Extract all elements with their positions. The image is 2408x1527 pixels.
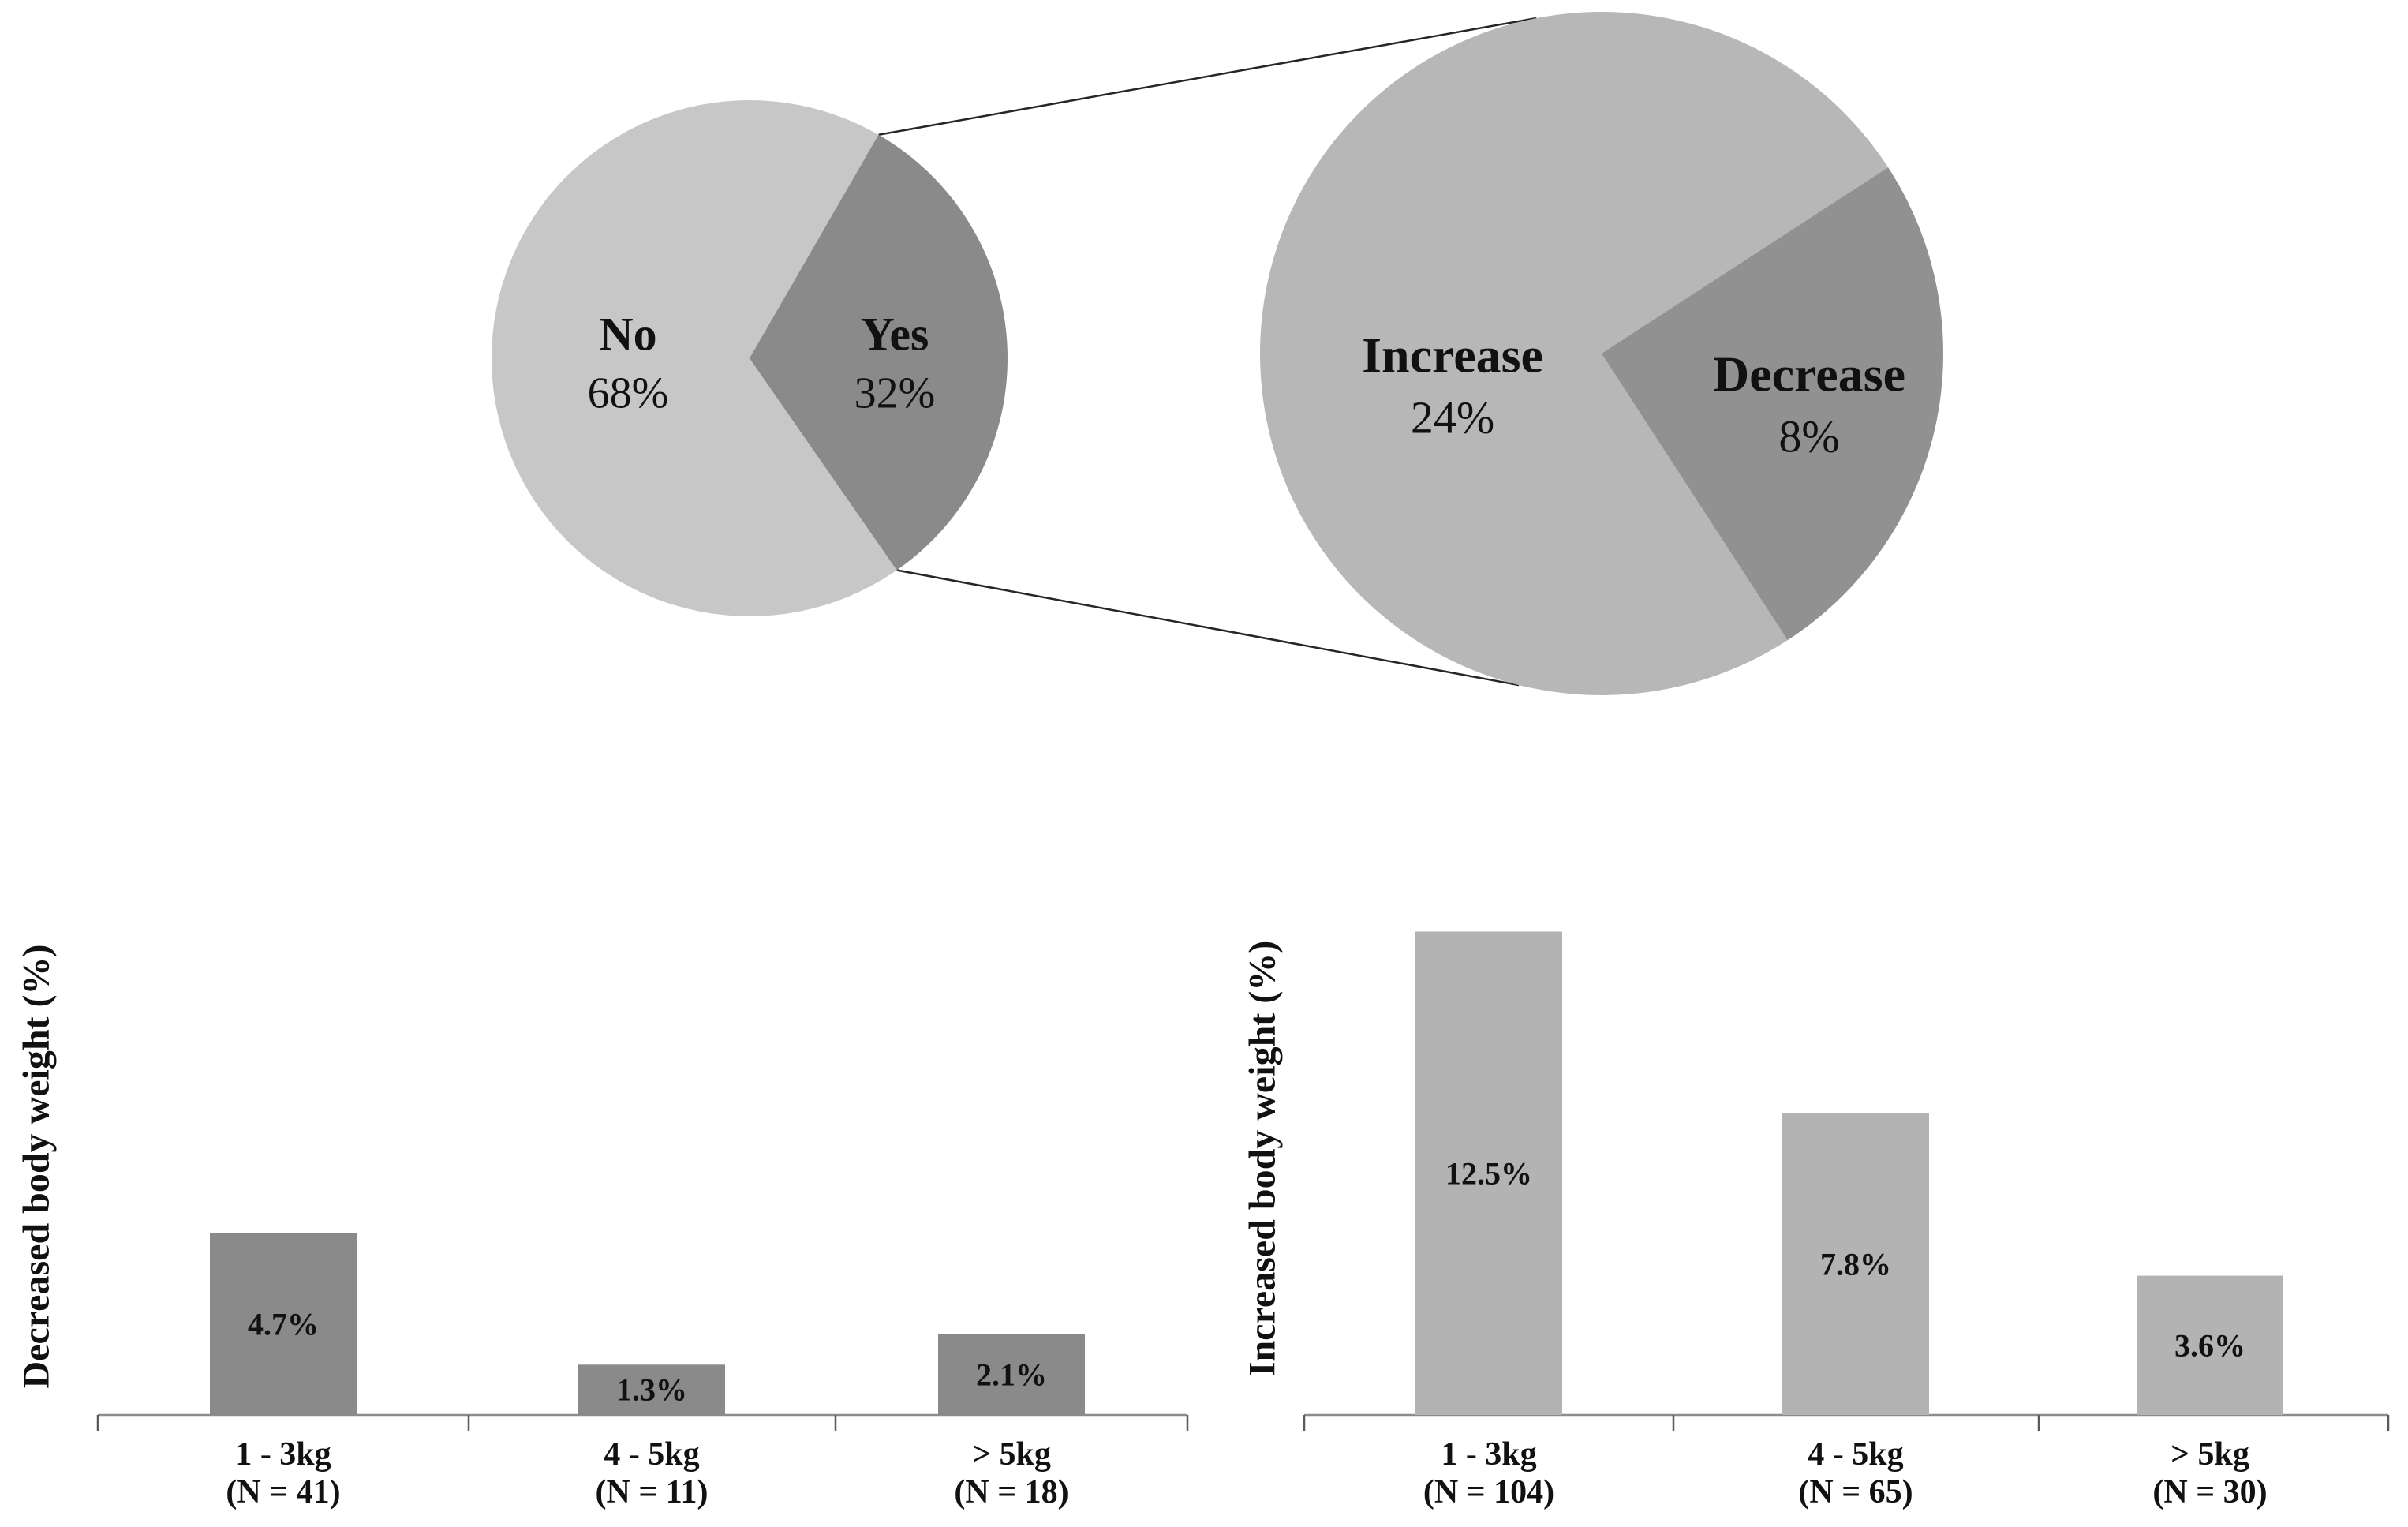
category-range: 1 - 3kg xyxy=(235,1436,331,1473)
bar-value-label: 7.8% xyxy=(1820,1246,1891,1282)
x-category-label: > 5kg (N = 30) xyxy=(2152,1436,2267,1512)
x-category-label: > 5kg (N = 18) xyxy=(954,1436,1068,1512)
x-category-label: 4 - 5kg (N = 11) xyxy=(596,1436,709,1512)
primary-pie-yes-slice-label: Yes 32% xyxy=(854,304,936,423)
bar-value-label: 3.6% xyxy=(2174,1327,2245,1364)
slice-pct-no: 68% xyxy=(587,369,669,418)
increased-chart-y-axis-title: Increased body weight (%) xyxy=(1241,940,1284,1377)
category-range: 4 - 5kg xyxy=(604,1436,700,1473)
bar-value-label: 2.1% xyxy=(976,1357,1047,1393)
slice-label-increase: Increase xyxy=(1362,327,1543,384)
category-n: (N = 65) xyxy=(1798,1473,1913,1510)
secondary-pie-decrease-slice-label: Decrease 8% xyxy=(1713,342,1905,467)
bar-value-label: 1.3% xyxy=(616,1372,687,1408)
bar-decreased-1 - 3kg xyxy=(210,1233,357,1415)
bar-increased-1 - 3kg xyxy=(1415,931,1562,1415)
category-n: (N = 41) xyxy=(226,1473,341,1510)
decreased-chart-y-axis-title: Decreased body weight (%) xyxy=(15,944,58,1389)
slice-label-no: No xyxy=(599,308,657,361)
category-range: 4 - 5kg xyxy=(1808,1436,1904,1473)
slice-pct-decrease: 8% xyxy=(1778,410,1840,462)
secondary-pie-increase-slice-label: Increase 24% xyxy=(1362,323,1543,448)
bar-value-label: 12.5% xyxy=(1445,1155,1532,1192)
slice-label-yes: Yes xyxy=(860,308,929,361)
x-category-label: 4 - 5kg (N = 65) xyxy=(1798,1436,1913,1512)
primary-pie-yes-slice xyxy=(750,134,1008,571)
category-n: (N = 11) xyxy=(595,1473,709,1510)
bar-value-label: 4.7% xyxy=(248,1306,319,1342)
x-category-label: 1 - 3kg (N = 41) xyxy=(226,1436,340,1512)
category-range: > 5kg xyxy=(972,1436,1051,1473)
slice-label-decrease: Decrease xyxy=(1713,346,1905,402)
slice-pct-yes: 32% xyxy=(854,369,936,418)
bar-increased-> 5kg xyxy=(2137,1275,2283,1415)
category-n: (N = 30) xyxy=(2152,1473,2268,1510)
category-n: (N = 104) xyxy=(1423,1473,1555,1510)
bar-decreased-> 5kg xyxy=(938,1334,1085,1415)
connector-line-top xyxy=(878,17,1537,137)
category-n: (N = 18) xyxy=(954,1473,1069,1510)
secondary-pie-decrease-slice xyxy=(1602,167,1943,641)
category-range: 1 - 3kg xyxy=(1441,1436,1537,1473)
bar-decreased-4 - 5kg xyxy=(578,1364,725,1415)
primary-pie-no-slice-label: No 68% xyxy=(588,304,669,423)
x-category-label: 1 - 3kg (N = 104) xyxy=(1423,1436,1554,1512)
category-range: > 5kg xyxy=(2171,1436,2249,1473)
bar-increased-4 - 5kg xyxy=(1782,1113,1929,1415)
slice-pct-increase: 24% xyxy=(1410,391,1495,444)
connector-line-bottom xyxy=(896,569,1520,687)
